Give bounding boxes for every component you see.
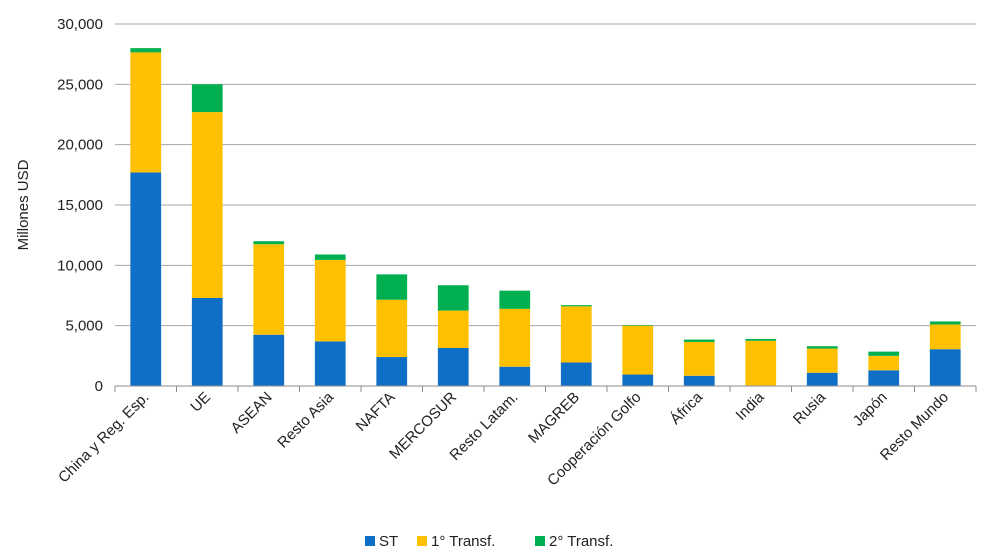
y-tick-label: 25,000 [57,76,103,93]
bar-segment [868,355,900,371]
legend-label: 1° Transf. [431,533,495,550]
bar-segment [130,52,162,173]
bar-segment [560,362,592,386]
bar-segment [560,305,592,307]
bar-segment [437,310,469,348]
bar-segment [929,349,961,386]
bar-segment [499,290,531,309]
bar-segment [499,308,531,367]
bar-segment [683,339,715,342]
bar-segment [929,324,961,350]
x-tick-label: Rusia [790,388,830,428]
y-tick-label: 5,000 [65,318,103,335]
legend-swatch [535,536,545,546]
bar-segment [253,244,285,335]
legend-swatch [365,536,375,546]
bar-segment [745,340,777,386]
bar-segment [683,375,715,386]
bar-segment [806,346,838,349]
bar-segment [560,306,592,363]
y-tick-label: 30,000 [57,16,103,33]
x-tick-label: NAFTA [353,389,399,435]
x-tick-label: África [667,388,707,428]
bar-segment [806,348,838,373]
x-tick-label: ASEAN [228,389,276,437]
bar-segment [253,334,285,386]
bar-segment [868,370,900,386]
y-tick-label: 10,000 [57,257,103,274]
legend-swatch [417,536,427,546]
bar-segment [745,338,777,341]
bar-segment [499,366,531,386]
bar-segment [376,274,408,300]
x-tick-label: India [733,388,768,423]
bar-segment [130,172,162,386]
bar-segment [191,112,223,298]
x-tick-label: UE [187,389,214,416]
bars [130,48,961,386]
bar-segment [191,84,223,113]
bar-segment [437,285,469,311]
bar-segment [191,297,223,386]
bar-segment [437,347,469,386]
bar-segment [253,241,285,245]
x-tick-label: Resto Asia [274,388,337,451]
bar-segment [314,259,346,342]
x-tick-label: MAGREB [525,389,583,447]
bar-segment [683,341,715,376]
y-tick-label: 15,000 [57,197,103,214]
grid-lines [115,23,976,327]
x-tick-label: Japón [850,389,891,430]
x-tick-label: China y Reg. Esp. [55,389,153,487]
legend-label: ST [379,533,398,550]
legend-label: 2° Transf. [549,533,613,550]
bar-segment [376,299,408,358]
bar-segment [130,48,162,53]
y-axis-label: Millones USD [15,159,32,250]
bar-segment [622,325,654,375]
y-tick-label: 20,000 [57,137,103,154]
y-axis-ticks: 0 5,000 10,000 15,000 20,000 25,000 30,000 [57,16,103,395]
y-tick-label: 0 [95,378,103,395]
bar-segment [868,351,900,356]
bar-segment [376,357,408,386]
legend: ST 1° Transf. 2° Transf. [365,533,613,550]
bar-segment [929,321,961,325]
x-axis [114,385,977,392]
bar-segment [622,374,654,386]
bar-segment [806,372,838,386]
bar-segment [622,325,654,326]
bar-segment [314,341,346,386]
bar-segment [314,254,346,260]
